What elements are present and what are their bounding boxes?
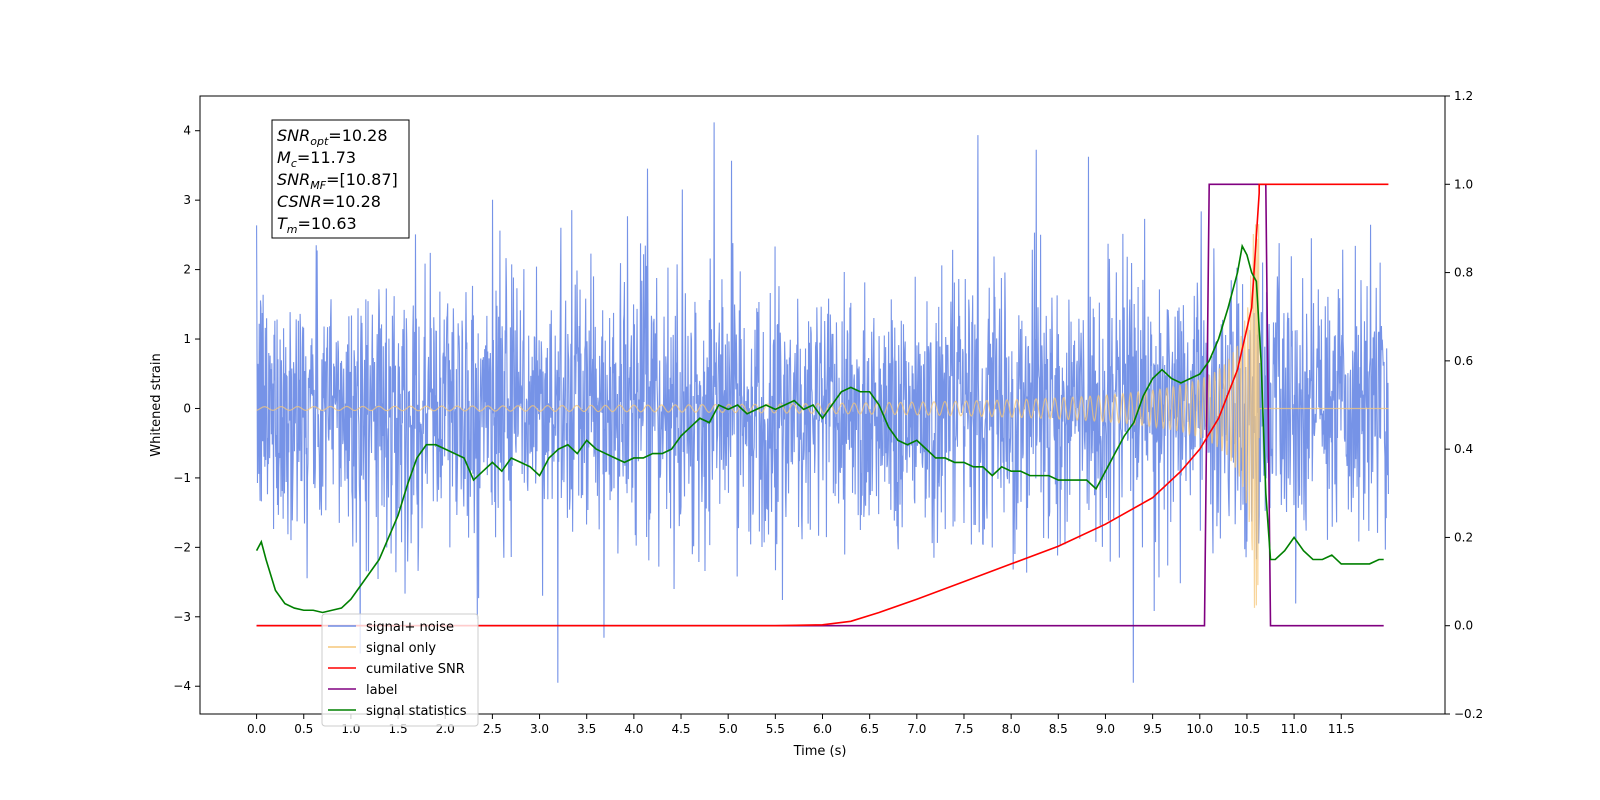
y-left-tick-label: −3 (173, 610, 191, 624)
y-left-tick-label: 2 (183, 263, 191, 277)
y-right-tick-label: 0.0 (1454, 619, 1473, 633)
y-left-tick-label: −2 (173, 540, 191, 554)
y-axis-label-left: Whitened strain (149, 353, 164, 456)
x-tick-label: 9.0 (1096, 722, 1115, 736)
x-tick-label: 6.0 (813, 722, 832, 736)
x-tick-label: 0.5 (294, 722, 313, 736)
annotation-box: SNRopt=10.28Mc=11.73SNRMF=[10.87]CSNR=10… (271, 119, 410, 239)
legend-label: signal only (366, 641, 436, 656)
x-tick-label: 7.0 (907, 722, 926, 736)
x-tick-label: 3.0 (530, 722, 549, 736)
y-right-tick-label: 0.4 (1454, 442, 1473, 456)
plot-area (255, 122, 1389, 683)
y-right-tick-label: 1.2 (1454, 89, 1473, 103)
y-right-tick-label: 0.6 (1454, 354, 1473, 368)
y-left-tick-label: 1 (183, 332, 191, 346)
y-right-tick-label: 0.8 (1454, 266, 1473, 280)
series-signal-only-line (256, 224, 1389, 608)
x-tick-label: 6.5 (860, 722, 879, 736)
x-tick-label: 4.0 (624, 722, 643, 736)
annotation-line: Tm=10.63 (277, 214, 357, 236)
x-tick-label: 11.5 (1328, 722, 1355, 736)
x-tick-label: 4.5 (671, 722, 690, 736)
y-left-tick-label: 3 (183, 193, 191, 207)
x-tick-label: 7.5 (954, 722, 973, 736)
legend-frame (321, 613, 479, 727)
annotation-line: SNRopt=10.28 (277, 126, 388, 148)
x-tick-label: 10.0 (1186, 722, 1213, 736)
x-tick-label: 8.0 (1002, 722, 1021, 736)
annotation-line: SNRMF=[10.87] (277, 170, 398, 192)
x-tick-label: 9.5 (1143, 722, 1162, 736)
axis-ticks: 0.0 0.5 1.0 1.5 2.0 2.5 3.0 3.5 4.0 4.5 5.0 5.5 6.0 6… (173, 89, 1483, 736)
x-tick-label: 10.5 (1234, 722, 1261, 736)
legend-label: signal+ noise (366, 620, 454, 635)
y-left-tick-label: 4 (183, 124, 191, 138)
legend: signal+ noise signal only cumilative SNR la… (321, 613, 479, 727)
series-signal-statistics-line (255, 243, 1384, 614)
x-tick-label: 2.5 (483, 722, 502, 736)
y-left-tick-label: −4 (173, 679, 191, 693)
series-label-line (256, 183, 1384, 627)
y-right-tick-label: 1.0 (1454, 177, 1473, 191)
x-tick-label: 5.0 (719, 722, 738, 736)
legend-label: cumilative SNR (366, 662, 465, 677)
x-tick-label: 11.0 (1281, 722, 1308, 736)
x-axis-label: Time (s) (793, 744, 847, 759)
series-cumulative-snr-line (256, 183, 1389, 627)
y-left-tick-label: 0 (183, 401, 191, 415)
legend-label: signal statistics (366, 704, 467, 719)
x-tick-label: 8.5 (1049, 722, 1068, 736)
annotation-frame (271, 119, 410, 239)
annotation-line: Mc=11.73 (277, 148, 356, 170)
x-tick-label: 0.0 (247, 722, 266, 736)
y-left-tick-label: −1 (173, 471, 191, 485)
x-tick-label: 5.5 (766, 722, 785, 736)
y-right-tick-label: −0.2 (1454, 707, 1483, 721)
annotation-line: CSNR=10.28 (277, 192, 381, 211)
y-right-tick-label: 0.2 (1454, 530, 1473, 544)
x-tick-label: 3.5 (577, 722, 596, 736)
legend-label: label (366, 683, 397, 698)
